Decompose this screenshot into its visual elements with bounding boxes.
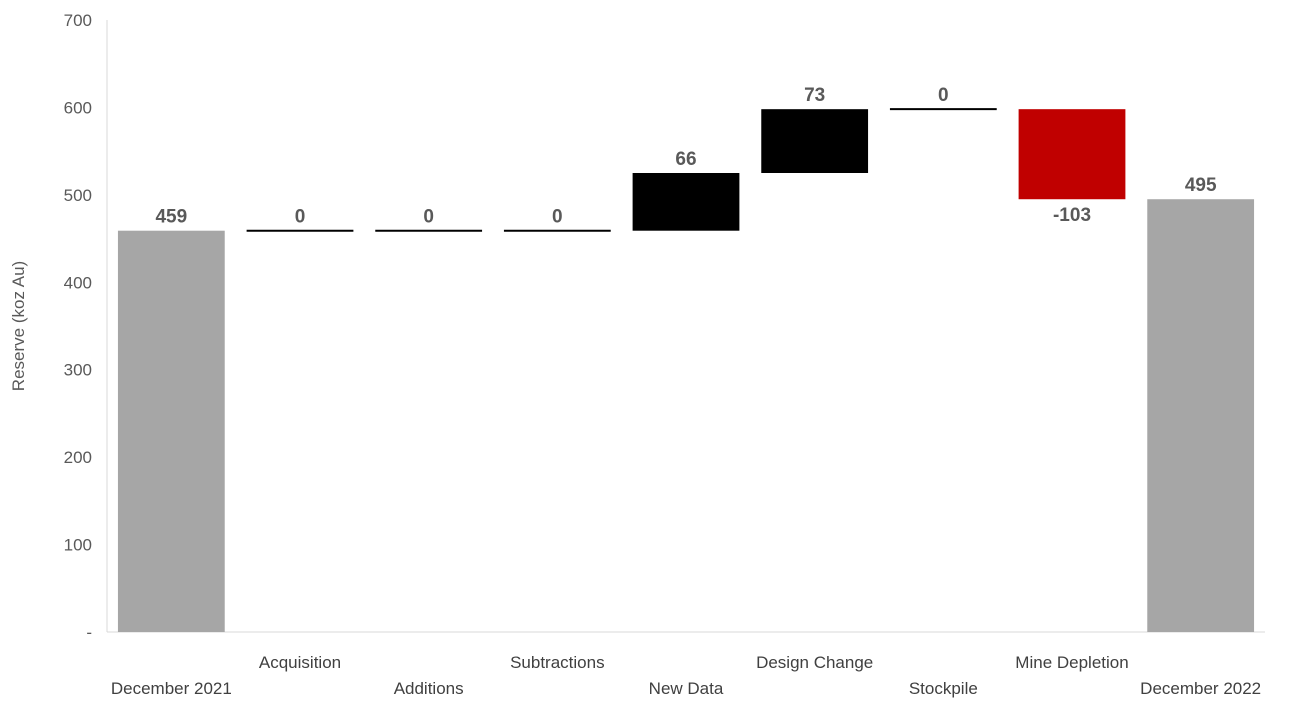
x-category-label: Acquisition — [259, 653, 341, 672]
data-label: 0 — [938, 85, 949, 106]
x-category-label: December 2022 — [1140, 679, 1261, 698]
bar-increase — [632, 173, 740, 231]
y-tick-label: 500 — [64, 186, 92, 205]
y-axis-title: Reserve (koz Au) — [9, 261, 28, 391]
x-category-label: December 2021 — [111, 679, 232, 698]
x-category-label: Mine Depletion — [1015, 653, 1128, 672]
data-label: 495 — [1185, 175, 1217, 196]
y-tick-label: 700 — [64, 11, 92, 30]
bar-decrease — [1018, 109, 1126, 200]
data-label: 73 — [804, 85, 825, 106]
bar-increase — [761, 109, 869, 173]
y-tick-label: 600 — [64, 98, 92, 117]
bar-total — [117, 230, 225, 632]
y-tick-label: - — [86, 623, 92, 642]
bar-total — [1147, 199, 1255, 632]
y-tick-label: 200 — [64, 448, 92, 467]
x-category-label: Subtractions — [510, 653, 605, 672]
x-category-label: Additions — [394, 679, 464, 698]
data-label: 459 — [155, 207, 187, 228]
x-category-label: Stockpile — [909, 679, 978, 698]
bars: 459 0 0 0 66 73 0 -103 495 — [117, 85, 1255, 632]
data-label: 66 — [675, 149, 696, 170]
data-label: 0 — [423, 207, 434, 228]
y-tick-label: 400 — [64, 273, 92, 292]
x-category-label: Design Change — [756, 653, 873, 672]
data-label: 0 — [295, 207, 306, 228]
data-label: -103 — [1053, 205, 1091, 226]
x-category-label: New Data — [649, 679, 724, 698]
y-tick-label: 100 — [64, 536, 92, 555]
y-tick-label: 300 — [64, 361, 92, 380]
x-category-labels: December 2021 Acquisition Additions Subtrac… — [111, 653, 1261, 698]
y-tick-labels: - 100 200 300 400 500 600 700 — [64, 11, 92, 642]
data-label: 0 — [552, 207, 563, 228]
